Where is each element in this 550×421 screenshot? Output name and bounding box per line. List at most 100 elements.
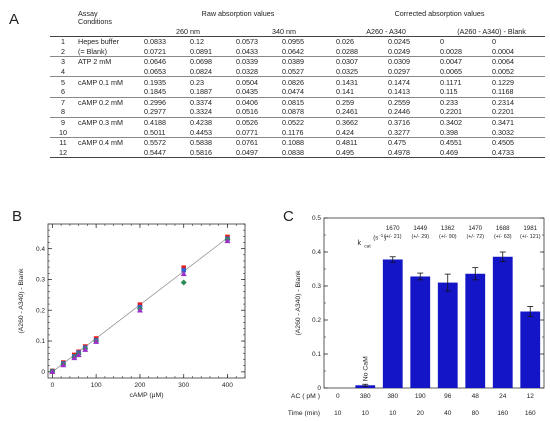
table-cell: 0.2314: [492, 97, 515, 107]
table-cell: 0.1935: [144, 77, 166, 87]
table-cell: 0.3402: [440, 118, 463, 128]
bar: [410, 276, 431, 388]
ac-concentration-label: 0: [336, 393, 340, 400]
assay-condition: Hepes buffer: [78, 37, 120, 47]
table-cell: 0.4551: [440, 138, 463, 148]
data-point: [75, 351, 82, 358]
table-cell: 0.23: [190, 77, 204, 87]
data-point: [60, 362, 67, 368]
table-cell: 0.5838: [190, 138, 212, 148]
y-axis-label: (A260 - A340) - Blank: [18, 268, 25, 334]
table-cell: 0.0325: [334, 66, 387, 78]
y-tick-label: 0.3: [36, 277, 45, 284]
data-point: [224, 237, 231, 244]
ac-concentration-label: 190: [415, 393, 426, 400]
table-cell: 0.0474: [280, 86, 335, 98]
time-label: 20: [417, 410, 425, 417]
col-340nm-header: 340 nm: [234, 27, 335, 37]
table-cell: 0.3374: [190, 97, 212, 107]
table-cell: 0.0573: [236, 37, 258, 47]
table-cell: 0.0047: [440, 57, 463, 67]
table-row: 5 cAMP 0.1 mM 0.1935 0.23 0.0504 0.0826 0.1431…: [50, 77, 545, 87]
table-cell: 0.0891: [188, 46, 234, 58]
assay-condition: [76, 107, 142, 118]
table-cell: 0.0004: [490, 46, 546, 58]
y-tick-label: 0.4: [312, 249, 321, 256]
assay-condition: [76, 127, 142, 138]
table-cell: 0.0653: [142, 66, 188, 78]
kcat-value: 1449: [413, 225, 427, 232]
kcat-error: (+/- 90): [439, 234, 457, 240]
table-cell: 0.0878: [280, 107, 335, 118]
table-cell: 0.3471: [492, 118, 515, 128]
ac-concentration-label: 12: [527, 393, 535, 400]
table-row: 6 0.1845 0.1887 0.0435 0.0474 0.141 0.1413 0.11…: [50, 86, 546, 98]
table-cell: 0.2201: [438, 107, 491, 118]
table-cell: 0.4811: [336, 138, 358, 148]
col-260nm-header: 260 nm: [142, 27, 234, 37]
table-cell: 0.0698: [190, 57, 212, 67]
table-cell: 0.475: [388, 138, 407, 148]
kcat-error: (+/- 121): [520, 234, 541, 240]
table-cell: 0.0815: [282, 97, 304, 107]
table-cell: 0.1474: [388, 77, 411, 87]
table-cell: 0.0406: [236, 97, 258, 107]
table-cell: 0.0339: [236, 57, 258, 67]
kcat-error: (+/- 21): [384, 234, 402, 240]
kcat-header-unit: (s: [373, 236, 378, 242]
y-tick-label: 0.4: [36, 246, 45, 253]
table-row: 4 0.0653 0.0824 0.0328 0.0527 0.0325 0.0297 0.0…: [50, 66, 546, 78]
time-row-label: Time (min): [288, 410, 320, 417]
table-row: 1 Hepes buffer 0.0833 0.12 0.0573 0.0955 0.026…: [50, 37, 545, 47]
table-row: 11 cAMP 0.4 mM 0.5572 0.5838 0.0761 0.1088 0.4…: [50, 137, 545, 147]
table-row: 10 0.5011 0.4453 0.0771 0.1176 0.424 0.3277 0.3…: [50, 127, 546, 138]
table-cell: 0.0526: [236, 118, 258, 128]
x-tick-label: 200: [135, 382, 146, 389]
assay-condition: [76, 86, 142, 98]
table-cell: 0: [492, 37, 497, 47]
row-number: 2: [50, 46, 76, 58]
assay-condition: [76, 147, 142, 159]
table-row: 2 (= Blank) 0.0721 0.0891 0.0433 0.0642 0.0288…: [50, 46, 546, 58]
row-number: 10: [50, 127, 76, 138]
time-label: 10: [362, 410, 370, 417]
table-cell: 0.469: [438, 147, 491, 159]
table-cell: 0.0833: [144, 37, 166, 47]
activity-bar-chart: 0 0.1 0.2 0.3 0.4 0.5 0 10 380 10 1670 (+/- 21) 380 1…: [288, 215, 545, 417]
col-blank-header: (A260 - A340) - Blank: [438, 27, 546, 37]
data-point: [71, 354, 78, 361]
table-cell: 0.0527: [280, 66, 335, 78]
corrected-absorption-header: Corrected absorption values: [394, 9, 485, 18]
table-cell: 0.0522: [282, 118, 304, 128]
time-label: 10: [334, 410, 342, 417]
table-cell: 0.3662: [336, 118, 359, 128]
table-cell: 0.026: [336, 37, 355, 47]
table-cell: 0.398: [438, 127, 491, 138]
table-cell: 0.3716: [388, 118, 411, 128]
table-cell: 0.0771: [234, 127, 280, 138]
table-row: 7 cAMP 0.2 mM 0.2996 0.3374 0.0406 0.0815 0.25…: [50, 97, 545, 107]
table-cell: 0.259: [336, 97, 355, 107]
y-tick-label: 0: [41, 369, 45, 376]
table-cell: 0.3277: [386, 127, 439, 138]
table-cell: 0.1887: [188, 86, 234, 98]
y-tick-label: 0.2: [312, 317, 321, 324]
table-cell: 0.0389: [282, 57, 304, 67]
table-cell: 0.5447: [142, 147, 188, 159]
kcat-value: 1470: [468, 225, 482, 232]
bar: [520, 311, 541, 388]
table-cell: 0.0761: [236, 138, 258, 148]
table-cell: 0.0642: [280, 46, 335, 58]
panel-label-b: B: [12, 208, 23, 225]
row-number: 1: [61, 37, 65, 47]
table-cell: 0.0824: [188, 66, 234, 78]
x-tick-label: 100: [91, 382, 102, 389]
col-diff-header: A260 - A340: [334, 27, 439, 37]
ac-row-label: AC ( pM ): [291, 393, 320, 400]
table-cell: 0.1176: [280, 127, 335, 138]
table-cell: 0.0065: [438, 66, 491, 78]
table-cell: 0.141: [334, 86, 387, 98]
table-cell: 0.233: [440, 97, 459, 107]
table-cell: 0.2996: [144, 97, 166, 107]
table-cell: 0: [440, 37, 445, 47]
